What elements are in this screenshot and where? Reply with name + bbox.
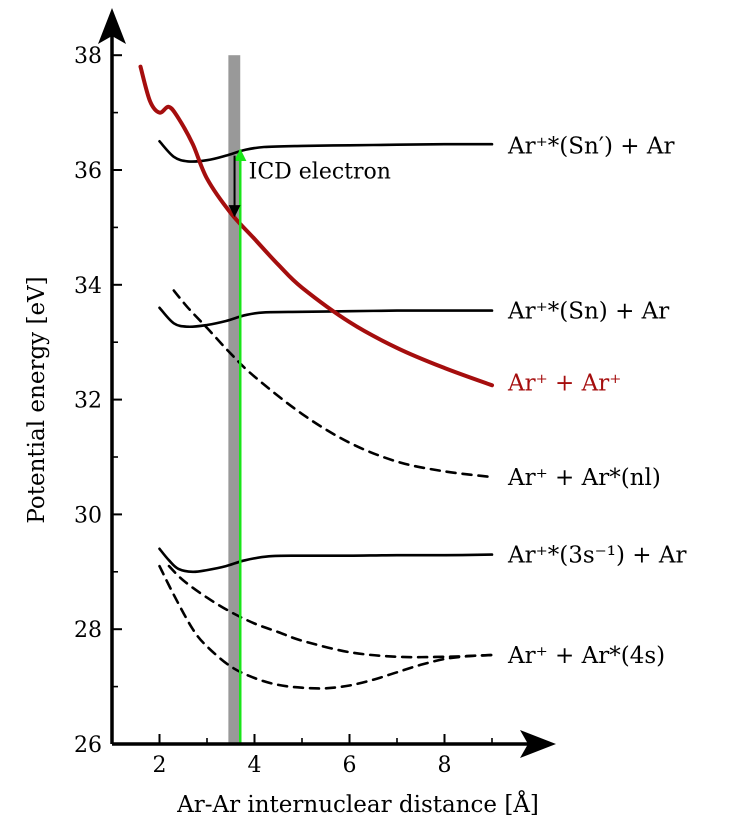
y-tick-label: 30 [74, 503, 102, 528]
x-tick-label: 4 [248, 753, 262, 778]
curve-0 [158, 140, 494, 163]
y-tick-label: 32 [74, 389, 102, 414]
curve-3 [172, 289, 494, 479]
x-axis-arrowhead [520, 730, 556, 758]
x-tick-label: 8 [438, 753, 452, 778]
transition-band [228, 55, 241, 744]
curve-label-3: Ar⁺ + Ar*(nl) [507, 465, 661, 491]
curve-5 [167, 564, 494, 659]
x-axis [112, 730, 556, 758]
x-tick-label: 6 [343, 753, 357, 778]
curve-label-4: Ar⁺*(3s⁻¹) + Ar [507, 543, 687, 569]
curve-label-2: Ar⁺ + Ar⁺ [507, 370, 621, 396]
y-axis-title: Potential energy [eV] [24, 276, 50, 523]
y-tick-label: 36 [74, 159, 102, 184]
y-axis [98, 8, 126, 744]
icd-electron-annotation: ICD electron [249, 160, 391, 185]
curve-6 [158, 564, 494, 690]
y-tick-label: 34 [74, 274, 102, 299]
curve-label-0: Ar⁺*(Sn′) + Ar [507, 133, 674, 159]
x-tick-label: 2 [153, 753, 167, 778]
curve-4 [158, 547, 494, 574]
curve-1 [158, 306, 494, 329]
y-tick-label: 26 [74, 733, 102, 758]
y-axis-arrowhead [98, 8, 126, 44]
x-axis-title: Ar-Ar internuclear distance [Å] [176, 790, 539, 818]
curve-label-5: Ar⁺ + Ar*(4s) [507, 643, 665, 669]
curve-label-1: Ar⁺*(Sn) + Ar [507, 299, 669, 325]
y-tick-label: 28 [74, 618, 102, 643]
curve-2 [138, 64, 494, 388]
y-tick-label: 38 [74, 44, 102, 69]
